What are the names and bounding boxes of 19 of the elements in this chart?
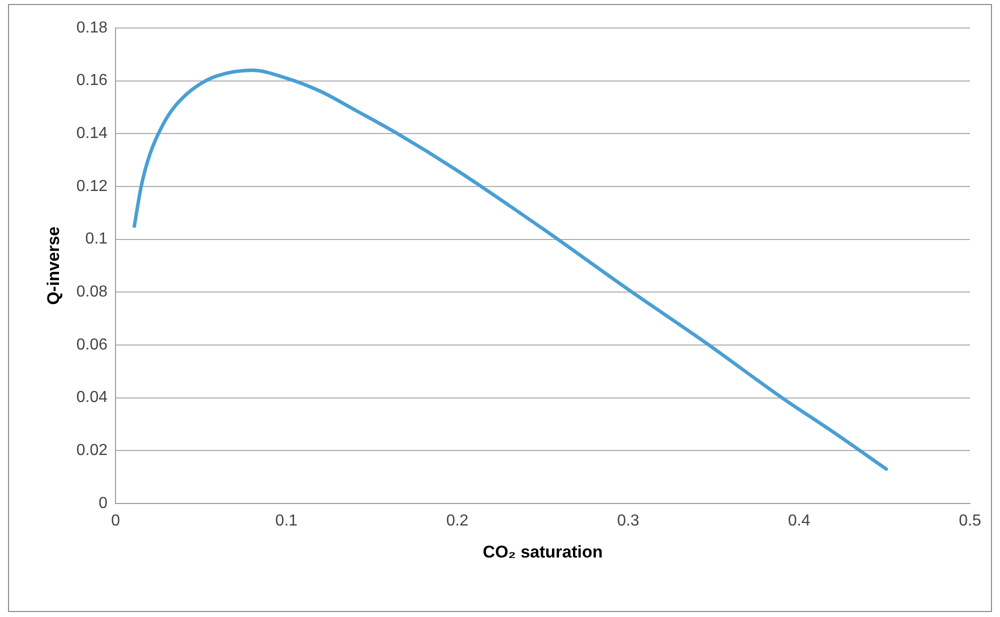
- x-tick-label: 0.3: [617, 512, 640, 530]
- y-tick-label: 0.16: [76, 72, 108, 90]
- x-tick-label: 0: [111, 512, 120, 530]
- y-tick-label: 0.06: [76, 336, 108, 354]
- y-tick-label: 0.18: [76, 19, 108, 36]
- x-tick-label: 0.1: [275, 512, 298, 530]
- y-tick-label: 0: [98, 494, 108, 512]
- y-tick-label: 0.12: [76, 178, 108, 195]
- y-tick-label: 0.04: [76, 389, 108, 406]
- x-tick-label: 0.5: [958, 512, 982, 530]
- y-tick-label: 0.02: [76, 442, 108, 459]
- line-series: [132, 68, 888, 471]
- y-axis-title: Q-inverse: [44, 226, 63, 305]
- x-tick-label: 0.2: [446, 512, 469, 530]
- y-tick-label: 0.1: [85, 230, 108, 248]
- x-axis-title: CO₂ saturation: [482, 542, 603, 562]
- x-tick-label: 0.4: [788, 512, 810, 530]
- y-tick-label: 0.08: [76, 284, 108, 301]
- y-tick-label: 0.14: [76, 125, 108, 142]
